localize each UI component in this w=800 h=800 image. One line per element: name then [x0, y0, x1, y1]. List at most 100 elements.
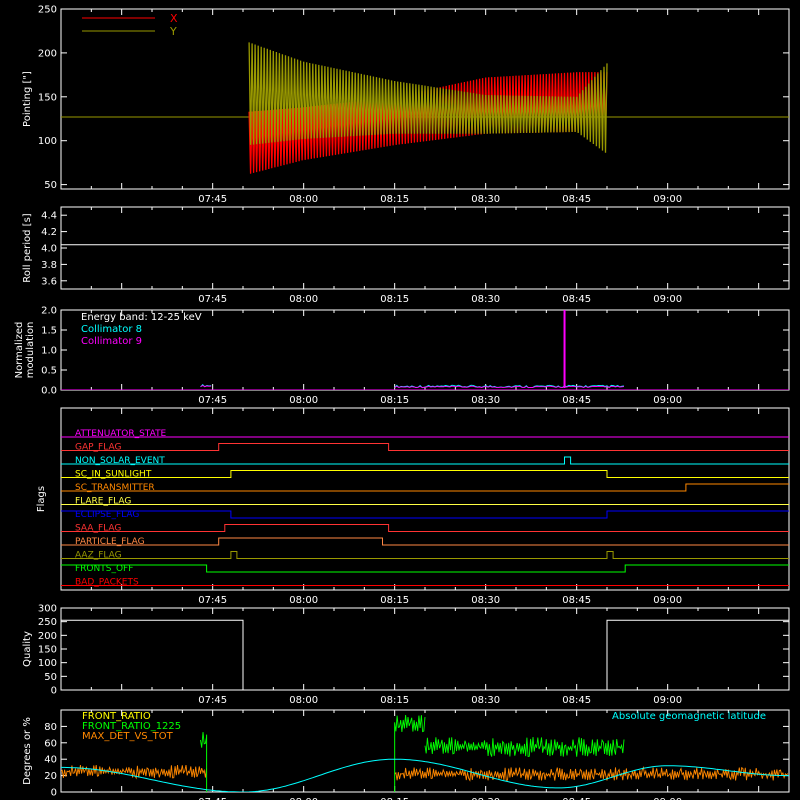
ratio-ylabel: Degrees or % — [22, 717, 33, 785]
flag-label: NON_SOLAR_EVENT — [75, 456, 165, 466]
y-tick-label: 1.0 — [41, 346, 57, 357]
time-tick-label: 07:45 — [198, 595, 227, 606]
time-tick-label: 07:45 — [198, 797, 227, 800]
modulation-collimator9-trace — [394, 385, 625, 389]
y-tick-label: 3.6 — [41, 276, 57, 287]
time-tick-label: 07:45 — [198, 695, 227, 706]
y-tick-label: 150 — [38, 645, 57, 656]
flag-label: AAZ_FLAG — [75, 551, 122, 561]
time-tick-label: 08:00 — [289, 695, 318, 706]
pointing-series-y — [248, 42, 608, 153]
time-tick-label: 09:00 — [653, 194, 682, 205]
y-tick-label: 0.0 — [41, 386, 57, 397]
time-tick-label: 09:00 — [653, 395, 682, 406]
roll-period-ylabel: Roll period [s] — [22, 213, 33, 282]
time-tick-label: 08:45 — [562, 797, 591, 800]
flag-label: SAA_FLAG — [75, 524, 121, 534]
y-tick-label: 0 — [51, 686, 57, 697]
time-tick-label: 08:00 — [289, 797, 318, 800]
y-tick-label: 100 — [38, 658, 57, 669]
y-tick-label: 60 — [44, 738, 57, 749]
max-det-vs-tot-trace — [61, 764, 208, 780]
y-tick-label: 1.5 — [41, 326, 57, 337]
y-tick-label: 0 — [51, 788, 57, 799]
roll-period-panel-frame — [60, 206, 790, 290]
y-tick-label: 100 — [38, 136, 57, 147]
y-tick-label: 20 — [44, 771, 57, 782]
time-tick-label: 08:15 — [380, 294, 409, 305]
y-tick-label: 200 — [38, 48, 57, 59]
pointing-legend-x-label: X — [170, 12, 178, 25]
time-tick-label: 08:30 — [471, 194, 500, 205]
flag-trace — [61, 537, 789, 546]
flag-trace — [61, 443, 789, 451]
time-tick-label: 08:30 — [471, 294, 500, 305]
quality-ylabel: Quality — [22, 631, 33, 667]
flag-trace — [61, 456, 789, 465]
flag-label: ECLIPSE_FLAG — [75, 510, 139, 520]
time-tick-label: 08:45 — [562, 294, 591, 305]
flag-label: BAD_PACKETS — [75, 578, 139, 588]
time-tick-label: 08:30 — [471, 797, 500, 800]
flag-trace — [61, 524, 789, 532]
flag-label: ATTENUATOR_STATE — [75, 429, 167, 439]
flag-label: SC_TRANSMITTER — [75, 483, 155, 493]
modulation-ylabel-line2: modulation — [25, 322, 36, 379]
y-tick-label: 4.4 — [41, 211, 57, 222]
y-tick-label: 150 — [38, 92, 57, 103]
modulation-legend-collimator8: Collimator 8 — [81, 324, 142, 335]
flag-trace — [61, 551, 789, 559]
flag-trace — [61, 483, 789, 492]
y-tick-label: 3.8 — [41, 260, 57, 271]
flags-ylabel: Flags — [36, 486, 47, 512]
modulation-legend-collimator9: Collimator 9 — [81, 336, 142, 347]
time-tick-label: 08:00 — [289, 294, 318, 305]
front-ratio-1225-trace — [424, 737, 625, 758]
time-tick-label: 08:00 — [289, 395, 318, 406]
y-tick-label: 50 — [44, 180, 57, 191]
time-tick-label: 08:15 — [380, 395, 409, 406]
time-tick-label: 08:00 — [289, 194, 318, 205]
quality-trace — [61, 619, 789, 691]
time-tick-label: 07:45 — [198, 294, 227, 305]
time-tick-label: 08:15 — [380, 595, 409, 606]
modulation-collimator8-trace — [394, 384, 625, 389]
pointing-ylabel: Pointing ["] — [22, 71, 33, 127]
y-tick-label: 300 — [38, 604, 57, 615]
time-tick-label: 08:15 — [380, 797, 409, 800]
time-tick-label: 08:00 — [289, 595, 318, 606]
time-tick-label: 09:00 — [653, 797, 682, 800]
geomagnetic-latitude-trace — [61, 758, 789, 792]
flag-label: PARTICLE_FLAG — [75, 537, 145, 547]
y-tick-label: 50 — [44, 672, 57, 683]
flag-label: FLARE_FLAG — [75, 497, 131, 507]
front-ratio-1225-trace — [200, 732, 208, 748]
flag-trace — [61, 510, 789, 519]
modulation-collimator9-trace — [200, 384, 212, 388]
pointing-legend-y-label: Y — [169, 25, 177, 38]
ratio-legend-max-det: MAX_DET_VS_TOT — [82, 731, 174, 742]
time-tick-label: 08:30 — [471, 395, 500, 406]
max-det-vs-tot-trace — [394, 766, 789, 782]
y-tick-label: 250 — [38, 5, 57, 16]
modulation-ylabel-line1: Normalized — [14, 322, 25, 379]
time-tick-label: 07:45 — [198, 395, 227, 406]
y-tick-label: 40 — [44, 755, 57, 766]
time-tick-label: 07:45 — [198, 194, 227, 205]
y-tick-label: 250 — [38, 617, 57, 628]
time-tick-label: 08:15 — [380, 695, 409, 706]
y-tick-label: 0.5 — [41, 366, 57, 377]
y-tick-label: 4.0 — [41, 244, 57, 255]
y-tick-label: 2.0 — [41, 306, 57, 317]
ratio-legend-geomag-lat: Absolute geomagnetic latitude — [612, 711, 766, 722]
time-tick-label: 08:45 — [562, 595, 591, 606]
ratio-legend-front-ratio: FRONT_RATIO — [82, 711, 151, 722]
y-tick-label: 4.2 — [41, 227, 57, 238]
y-tick-label: 80 — [44, 722, 57, 733]
time-tick-label: 08:30 — [471, 595, 500, 606]
time-tick-label: 08:45 — [562, 695, 591, 706]
flag-trace — [61, 470, 789, 478]
flag-label: SC_IN_SUNLIGHT — [75, 470, 152, 480]
modulation-energy-band: Energy band: 12-25 keV — [81, 312, 202, 323]
